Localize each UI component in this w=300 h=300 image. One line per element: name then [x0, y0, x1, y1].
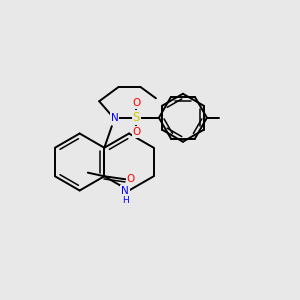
- Text: O: O: [127, 174, 135, 184]
- Text: O: O: [132, 127, 140, 137]
- Text: N: N: [111, 113, 119, 123]
- Text: S: S: [133, 111, 140, 124]
- Text: N: N: [121, 185, 129, 196]
- Text: O: O: [132, 98, 140, 108]
- Text: H: H: [122, 196, 128, 205]
